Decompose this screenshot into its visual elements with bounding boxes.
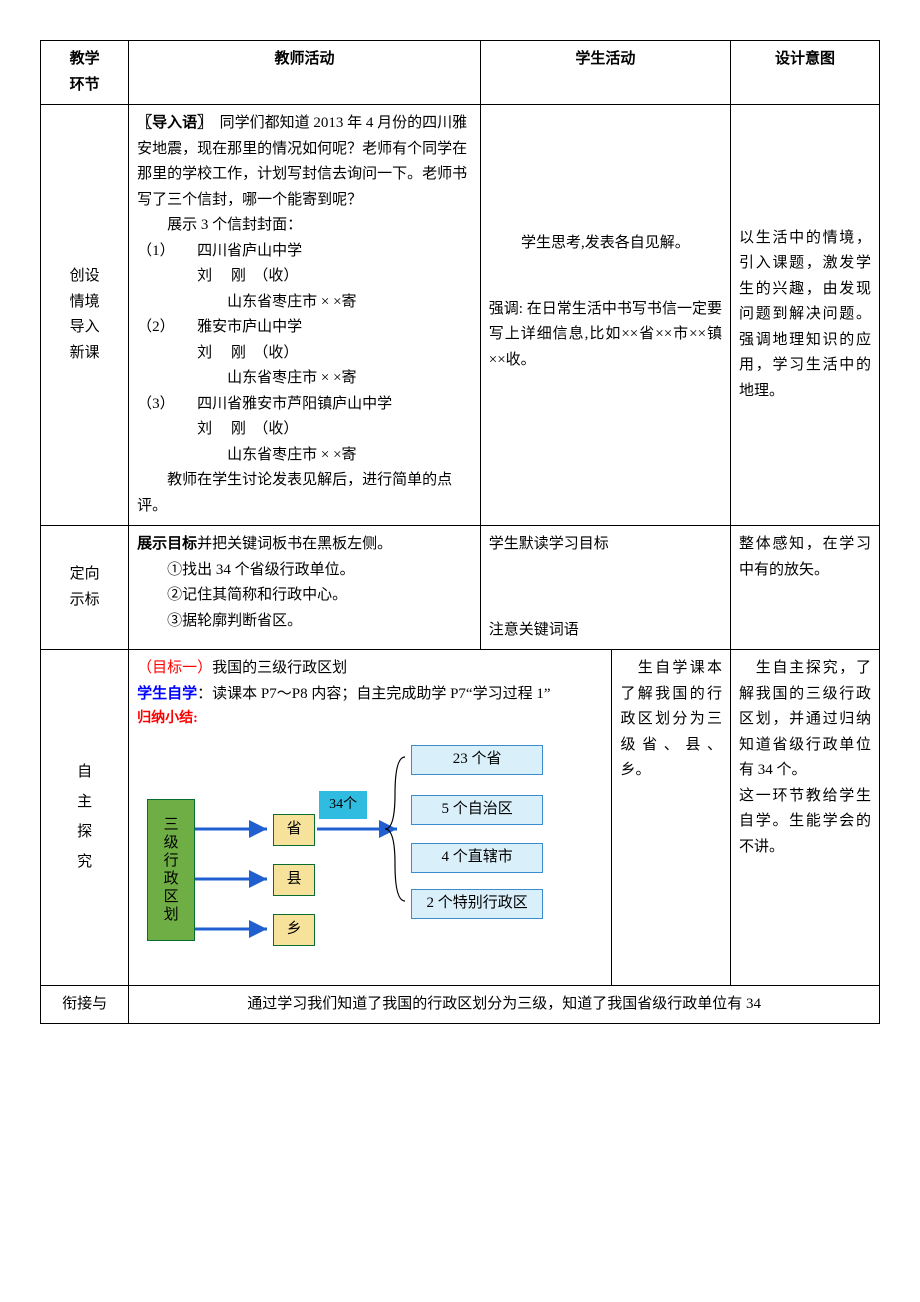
- teacher-explore: （目标一）我国的三级行政区划 学生自学：读课本 P7～P8 内容；自主完成助学 …: [129, 650, 612, 985]
- hdr-stage: 教学 环节: [41, 41, 129, 105]
- env3-c: 山东省枣庄市 × ×寄: [137, 443, 472, 469]
- show-target-bold: 展示目标: [137, 536, 197, 552]
- box-mid-2: 乡: [273, 914, 315, 946]
- intro-label: 〖导入语〗: [137, 115, 205, 131]
- self-label: 学生自学: [137, 686, 197, 702]
- admin-diagram: 三 级 行 政 区 划 34个 省 县 乡 23 个省 5 个自治区 4 个直辖…: [137, 739, 597, 979]
- target-item3: ③据轮廓判断省区。: [137, 609, 472, 635]
- show-env: 展示 3 个信封封面：: [137, 213, 472, 239]
- student-think: 学生思考,发表各自见解。: [489, 231, 722, 257]
- student-emph: 强调: 在日常生活中书写书信一定要写上详细信息,比如××省××市××镇××收。: [489, 297, 722, 374]
- intent-explore: 生自主探究，了解我国的三级行政区划，并通过归纳知道省级行政单位有 34 个。 这…: [731, 650, 880, 986]
- teacher-intro: 〖导入语〗 同学们都知道 2013 年 4 月份的四川雅安地震，现在那里的情况如…: [129, 105, 481, 526]
- box-mid-0: 省: [273, 814, 315, 846]
- student-explore: 生自学课本了解我国的行政区划分为三级省、县、乡。: [612, 650, 730, 985]
- summary-label: 归纳小结:: [137, 707, 603, 731]
- box-main: 三 级 行 政 区 划: [147, 799, 195, 941]
- box-right-2: 4 个直辖市: [411, 843, 543, 873]
- hdr-teacher: 教师活动: [129, 41, 481, 105]
- env1-a: （1） 四川省庐山中学: [137, 239, 472, 265]
- hdr-student: 学生活动: [480, 41, 730, 105]
- bridge-text: 通过学习我们知道了我国的行政区划分为三级，知道了我国省级行政单位有 34: [129, 985, 880, 1024]
- goal-label: （目标一）: [137, 660, 212, 676]
- lesson-plan-table: 教学 环节 教师活动 学生活动 设计意图 创设 情境 导入 新课 〖导入语〗 同…: [40, 40, 880, 1024]
- student-target: 学生默读学习目标 注意关键词语: [480, 526, 730, 650]
- goal-text: 我国的三级行政区划: [212, 660, 347, 676]
- student-read: 学生默读学习目标: [489, 532, 722, 558]
- stage-explore: 自 主 探 究: [41, 650, 129, 986]
- student-keywords: 注意关键词语: [489, 618, 722, 644]
- teacher-after: 教师在学生讨论发表见解后，进行简单的点评。: [137, 468, 472, 519]
- row-bridge: 衔接与 通过学习我们知道了我国的行政区划分为三级，知道了我国省级行政单位有 34: [41, 985, 880, 1024]
- box-right-1: 5 个自治区: [411, 795, 543, 825]
- intent-intro: 以生活中的情境，引入课题，激发学生的兴趣，由发现问题到解决问题。强调地理知识的应…: [731, 105, 880, 526]
- env3-a: （3） 四川省雅安市芦阳镇庐山中学: [137, 392, 472, 418]
- stage-bridge: 衔接与: [41, 985, 129, 1024]
- env2-b: 刘 刚 （收）: [137, 341, 472, 367]
- header-row: 教学 环节 教师活动 学生活动 设计意图: [41, 41, 880, 105]
- box-right-0: 23 个省: [411, 745, 543, 775]
- stage-target: 定向 示标: [41, 526, 129, 650]
- hdr-intent: 设计意图: [731, 41, 880, 105]
- student-intro: 学生思考,发表各自见解。 强调: 在日常生活中书写书信一定要写上详细信息,比如×…: [480, 105, 730, 526]
- target-item2: ②记住其简称和行政中心。: [137, 583, 472, 609]
- explore-merged: （目标一）我国的三级行政区划 学生自学：读课本 P7～P8 内容；自主完成助学 …: [129, 650, 731, 986]
- show-target-rest: 并把关键词板书在黑板左侧。: [197, 536, 392, 552]
- env2-c: 山东省枣庄市 × ×寄: [137, 366, 472, 392]
- row-explore: 自 主 探 究 （目标一）我国的三级行政区划 学生自学：读课本 P7～P8 内容…: [41, 650, 880, 986]
- row-target: 定向 示标 展示目标并把关键词板书在黑板左侧。 ①找出 34 个省级行政单位。 …: [41, 526, 880, 650]
- box-right-3: 2 个特别行政区: [411, 889, 543, 919]
- env1-c: 山东省枣庄市 × ×寄: [137, 290, 472, 316]
- row-intro: 创设 情境 导入 新课 〖导入语〗 同学们都知道 2013 年 4 月份的四川雅…: [41, 105, 880, 526]
- target-item1: ①找出 34 个省级行政单位。: [137, 558, 472, 584]
- box-count: 34个: [319, 791, 367, 819]
- box-mid-1: 县: [273, 864, 315, 896]
- teacher-target: 展示目标并把关键词板书在黑板左侧。 ①找出 34 个省级行政单位。 ②记住其简称…: [129, 526, 481, 650]
- env2-a: （2） 雅安市庐山中学: [137, 315, 472, 341]
- env3-b: 刘 刚 （收）: [137, 417, 472, 443]
- env1-b: 刘 刚 （收）: [137, 264, 472, 290]
- stage-intro: 创设 情境 导入 新课: [41, 105, 129, 526]
- self-text: ：读课本 P7～P8 内容；自主完成助学 P7“学习过程 1”: [197, 686, 550, 702]
- intent-target: 整体感知，在学习中有的放矢。: [731, 526, 880, 650]
